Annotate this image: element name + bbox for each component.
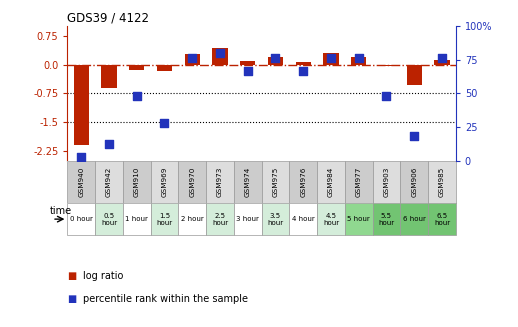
Bar xyxy=(296,62,311,64)
Bar xyxy=(407,64,422,84)
Point xyxy=(105,142,113,147)
Bar xyxy=(372,161,400,203)
Bar xyxy=(206,203,234,235)
Bar xyxy=(323,53,339,64)
Text: 0 hour: 0 hour xyxy=(70,216,93,222)
Text: percentile rank within the sample: percentile rank within the sample xyxy=(83,294,248,304)
Text: 2.5
hour: 2.5 hour xyxy=(212,213,228,226)
Text: GSM903: GSM903 xyxy=(383,166,390,197)
Text: 2 hour: 2 hour xyxy=(181,216,204,222)
Text: 4 hour: 4 hour xyxy=(292,216,314,222)
Bar xyxy=(157,64,172,71)
Bar xyxy=(212,48,227,64)
Text: 6 hour: 6 hour xyxy=(403,216,426,222)
Bar xyxy=(262,203,290,235)
Point xyxy=(216,50,224,56)
Text: 5 hour: 5 hour xyxy=(348,216,370,222)
Bar xyxy=(178,161,206,203)
Text: 3.5
hour: 3.5 hour xyxy=(267,213,283,226)
Bar xyxy=(351,57,366,64)
Text: 1.5
hour: 1.5 hour xyxy=(156,213,172,226)
Bar xyxy=(129,64,145,70)
Text: GDS39 / 4122: GDS39 / 4122 xyxy=(67,12,149,25)
Bar xyxy=(268,57,283,64)
Point xyxy=(161,120,169,126)
Bar xyxy=(317,203,345,235)
Bar xyxy=(428,161,456,203)
Bar xyxy=(67,203,95,235)
Text: GSM942: GSM942 xyxy=(106,166,112,197)
Point xyxy=(77,154,85,159)
Bar xyxy=(95,161,123,203)
Bar xyxy=(67,161,95,203)
Text: log ratio: log ratio xyxy=(83,271,123,281)
Bar xyxy=(206,161,234,203)
Point xyxy=(271,56,280,61)
Text: GSM970: GSM970 xyxy=(189,166,195,197)
Point xyxy=(410,134,419,139)
Text: ■: ■ xyxy=(67,294,77,304)
Text: 5.5
hour: 5.5 hour xyxy=(379,213,395,226)
Bar xyxy=(151,203,178,235)
Text: time: time xyxy=(49,206,71,216)
Text: GSM975: GSM975 xyxy=(272,166,279,197)
Point xyxy=(327,56,335,61)
Text: 1 hour: 1 hour xyxy=(125,216,148,222)
Bar xyxy=(184,54,200,64)
Bar xyxy=(95,203,123,235)
Bar xyxy=(345,161,372,203)
Bar xyxy=(345,203,372,235)
Bar xyxy=(102,64,117,88)
Text: GSM910: GSM910 xyxy=(134,166,140,197)
Text: GSM984: GSM984 xyxy=(328,166,334,197)
Text: GSM985: GSM985 xyxy=(439,166,445,197)
Bar xyxy=(234,161,262,203)
Bar xyxy=(123,161,151,203)
Bar xyxy=(262,161,290,203)
Text: GSM973: GSM973 xyxy=(217,166,223,197)
Bar xyxy=(317,161,345,203)
Text: GSM974: GSM974 xyxy=(244,166,251,197)
Bar xyxy=(400,161,428,203)
Bar xyxy=(240,61,255,64)
Point xyxy=(299,68,307,73)
Text: GSM976: GSM976 xyxy=(300,166,306,197)
Text: GSM969: GSM969 xyxy=(162,166,167,197)
Bar xyxy=(379,64,394,66)
Point xyxy=(355,56,363,61)
Point xyxy=(438,56,446,61)
Text: ■: ■ xyxy=(67,271,77,281)
Text: 3 hour: 3 hour xyxy=(236,216,259,222)
Text: GSM977: GSM977 xyxy=(356,166,362,197)
Bar xyxy=(178,203,206,235)
Bar xyxy=(400,203,428,235)
Text: 0.5
hour: 0.5 hour xyxy=(101,213,117,226)
Bar xyxy=(428,203,456,235)
Bar xyxy=(290,161,317,203)
Text: GSM906: GSM906 xyxy=(411,166,417,197)
Point xyxy=(133,94,141,99)
Bar xyxy=(372,203,400,235)
Bar xyxy=(434,60,450,64)
Bar xyxy=(234,203,262,235)
Point xyxy=(382,94,391,99)
Bar xyxy=(74,64,89,145)
Point xyxy=(188,56,196,61)
Bar xyxy=(290,203,317,235)
Text: 4.5
hour: 4.5 hour xyxy=(323,213,339,226)
Text: GSM940: GSM940 xyxy=(78,166,84,197)
Text: 6.5
hour: 6.5 hour xyxy=(434,213,450,226)
Bar xyxy=(123,203,151,235)
Bar xyxy=(151,161,178,203)
Point xyxy=(243,68,252,73)
